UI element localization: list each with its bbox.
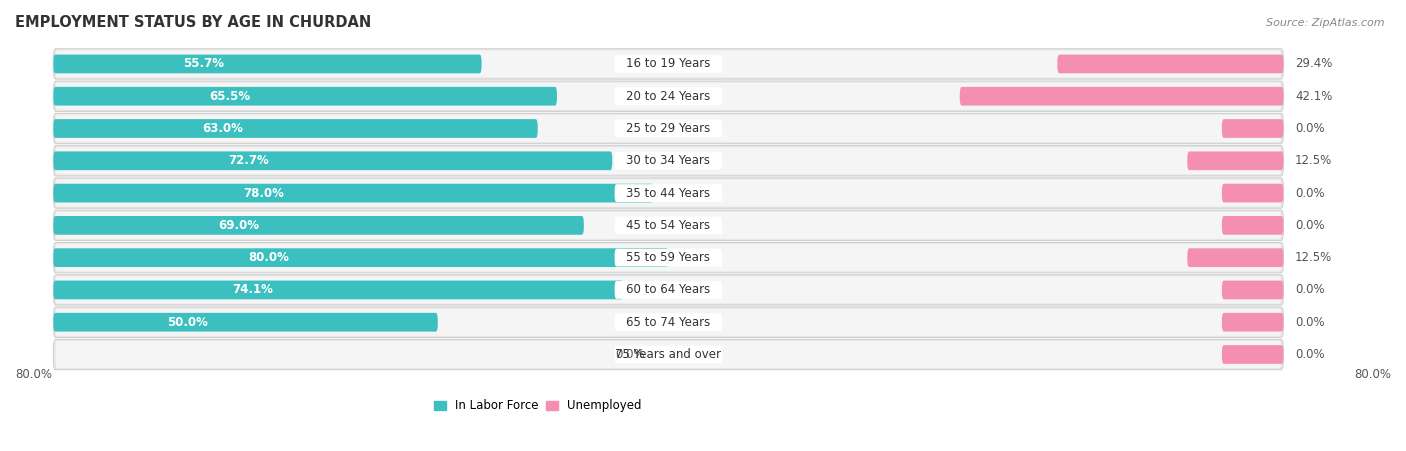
FancyBboxPatch shape	[53, 113, 1284, 144]
FancyBboxPatch shape	[53, 55, 482, 74]
Text: 0.0%: 0.0%	[1295, 219, 1324, 232]
Text: 69.0%: 69.0%	[218, 219, 260, 232]
FancyBboxPatch shape	[1222, 119, 1284, 138]
FancyBboxPatch shape	[614, 152, 723, 170]
FancyBboxPatch shape	[56, 147, 1281, 175]
Text: 80.0%: 80.0%	[1354, 368, 1391, 381]
FancyBboxPatch shape	[614, 281, 723, 299]
FancyBboxPatch shape	[614, 345, 723, 364]
Text: 60 to 64 Years: 60 to 64 Years	[626, 283, 710, 296]
FancyBboxPatch shape	[53, 275, 1284, 305]
FancyBboxPatch shape	[53, 249, 668, 267]
FancyBboxPatch shape	[53, 146, 1284, 176]
FancyBboxPatch shape	[1057, 55, 1284, 74]
FancyBboxPatch shape	[53, 281, 623, 299]
Legend: In Labor Force, Unemployed: In Labor Force, Unemployed	[429, 395, 647, 417]
Text: 74.1%: 74.1%	[232, 283, 273, 296]
FancyBboxPatch shape	[614, 120, 723, 138]
Text: 63.0%: 63.0%	[202, 122, 243, 135]
FancyBboxPatch shape	[56, 51, 1281, 78]
FancyBboxPatch shape	[53, 243, 1284, 273]
FancyBboxPatch shape	[56, 341, 1281, 368]
Text: 72.7%: 72.7%	[229, 154, 270, 167]
FancyBboxPatch shape	[56, 308, 1281, 336]
FancyBboxPatch shape	[53, 49, 1284, 79]
FancyBboxPatch shape	[53, 152, 612, 170]
FancyBboxPatch shape	[1222, 216, 1284, 235]
Text: 0.0%: 0.0%	[1295, 283, 1324, 296]
FancyBboxPatch shape	[56, 83, 1281, 110]
Text: EMPLOYMENT STATUS BY AGE IN CHURDAN: EMPLOYMENT STATUS BY AGE IN CHURDAN	[15, 15, 371, 30]
Text: 78.0%: 78.0%	[243, 187, 284, 200]
FancyBboxPatch shape	[56, 212, 1281, 239]
FancyBboxPatch shape	[614, 184, 723, 202]
Text: 0.0%: 0.0%	[616, 348, 645, 361]
Text: 30 to 34 Years: 30 to 34 Years	[627, 154, 710, 167]
FancyBboxPatch shape	[1222, 345, 1284, 364]
FancyBboxPatch shape	[960, 87, 1284, 106]
Text: 80.0%: 80.0%	[249, 251, 290, 264]
FancyBboxPatch shape	[53, 307, 1284, 337]
FancyBboxPatch shape	[1187, 249, 1284, 267]
Text: 29.4%: 29.4%	[1295, 57, 1333, 70]
Text: 12.5%: 12.5%	[1295, 251, 1331, 264]
FancyBboxPatch shape	[1222, 281, 1284, 299]
Text: 16 to 19 Years: 16 to 19 Years	[626, 57, 710, 70]
Text: 20 to 24 Years: 20 to 24 Years	[626, 90, 710, 103]
Text: Source: ZipAtlas.com: Source: ZipAtlas.com	[1267, 18, 1385, 28]
Text: 0.0%: 0.0%	[1295, 348, 1324, 361]
FancyBboxPatch shape	[614, 87, 723, 105]
Text: 45 to 54 Years: 45 to 54 Years	[626, 219, 710, 232]
Text: 75 Years and over: 75 Years and over	[616, 348, 721, 361]
Text: 50.0%: 50.0%	[167, 316, 208, 329]
FancyBboxPatch shape	[53, 210, 1284, 240]
FancyBboxPatch shape	[1222, 313, 1284, 331]
FancyBboxPatch shape	[56, 179, 1281, 207]
FancyBboxPatch shape	[614, 55, 723, 73]
Text: 12.5%: 12.5%	[1295, 154, 1331, 167]
FancyBboxPatch shape	[614, 249, 723, 267]
Text: 42.1%: 42.1%	[1295, 90, 1333, 103]
Text: 65 to 74 Years: 65 to 74 Years	[626, 316, 710, 329]
FancyBboxPatch shape	[53, 119, 537, 138]
FancyBboxPatch shape	[1187, 152, 1284, 170]
Text: 80.0%: 80.0%	[15, 368, 52, 381]
FancyBboxPatch shape	[614, 216, 723, 234]
FancyBboxPatch shape	[56, 244, 1281, 271]
Text: 25 to 29 Years: 25 to 29 Years	[626, 122, 710, 135]
Text: 35 to 44 Years: 35 to 44 Years	[626, 187, 710, 200]
FancyBboxPatch shape	[53, 313, 437, 331]
Text: 55.7%: 55.7%	[183, 57, 224, 70]
Text: 55 to 59 Years: 55 to 59 Years	[627, 251, 710, 264]
Text: 0.0%: 0.0%	[1295, 122, 1324, 135]
FancyBboxPatch shape	[53, 216, 583, 235]
FancyBboxPatch shape	[53, 339, 1284, 370]
FancyBboxPatch shape	[614, 313, 723, 331]
FancyBboxPatch shape	[53, 178, 1284, 208]
FancyBboxPatch shape	[53, 87, 557, 106]
FancyBboxPatch shape	[53, 81, 1284, 111]
FancyBboxPatch shape	[53, 184, 652, 202]
FancyBboxPatch shape	[56, 276, 1281, 304]
Text: 0.0%: 0.0%	[1295, 316, 1324, 329]
FancyBboxPatch shape	[56, 115, 1281, 142]
FancyBboxPatch shape	[1222, 184, 1284, 202]
Text: 0.0%: 0.0%	[1295, 187, 1324, 200]
Text: 65.5%: 65.5%	[209, 90, 250, 103]
